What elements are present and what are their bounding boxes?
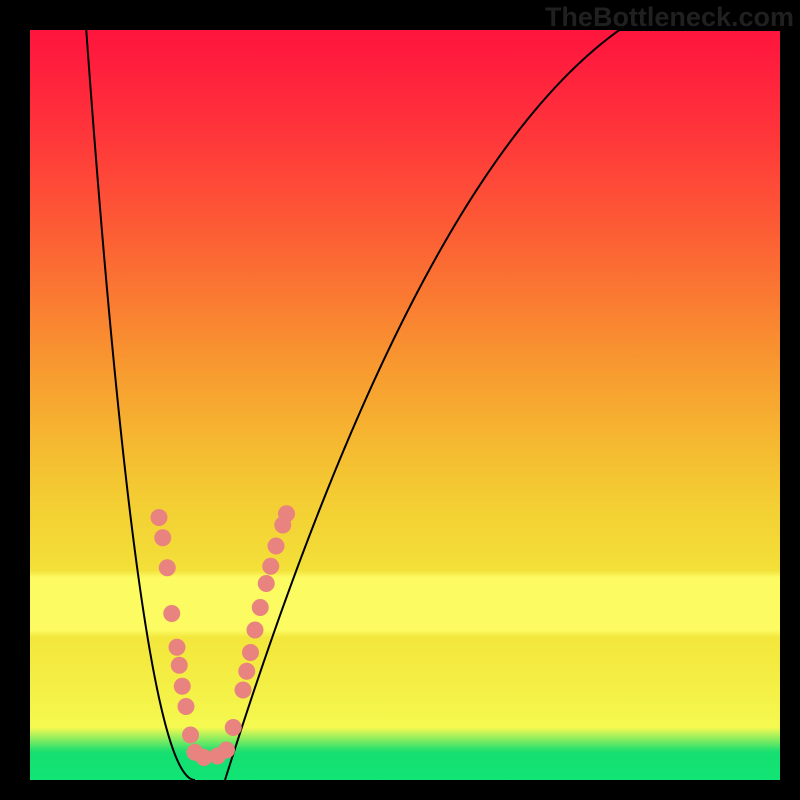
bead-left: [178, 698, 195, 715]
plot-svg: [30, 30, 780, 780]
bead-right: [258, 575, 275, 592]
bead-right: [247, 622, 264, 639]
bead-right: [262, 558, 279, 575]
bead-left: [159, 559, 176, 576]
bead-left: [154, 529, 171, 546]
plot-background: [30, 30, 780, 780]
bead-right: [268, 538, 285, 555]
bead-left: [151, 509, 168, 526]
bead-right: [235, 682, 252, 699]
watermark-text: TheBottleneck.com: [545, 2, 794, 33]
bead-left: [174, 678, 191, 695]
bead-bottom: [218, 742, 235, 759]
bead-right: [252, 599, 269, 616]
bead-left: [171, 657, 188, 674]
bead-left: [169, 639, 186, 656]
bead-right: [278, 505, 295, 522]
plot-area: [30, 30, 780, 780]
bead-right: [242, 644, 259, 661]
bead-right: [225, 719, 242, 736]
chart-root: TheBottleneck.com: [0, 0, 800, 800]
bead-left: [182, 727, 199, 744]
bead-left: [163, 605, 180, 622]
bead-right: [238, 663, 255, 680]
